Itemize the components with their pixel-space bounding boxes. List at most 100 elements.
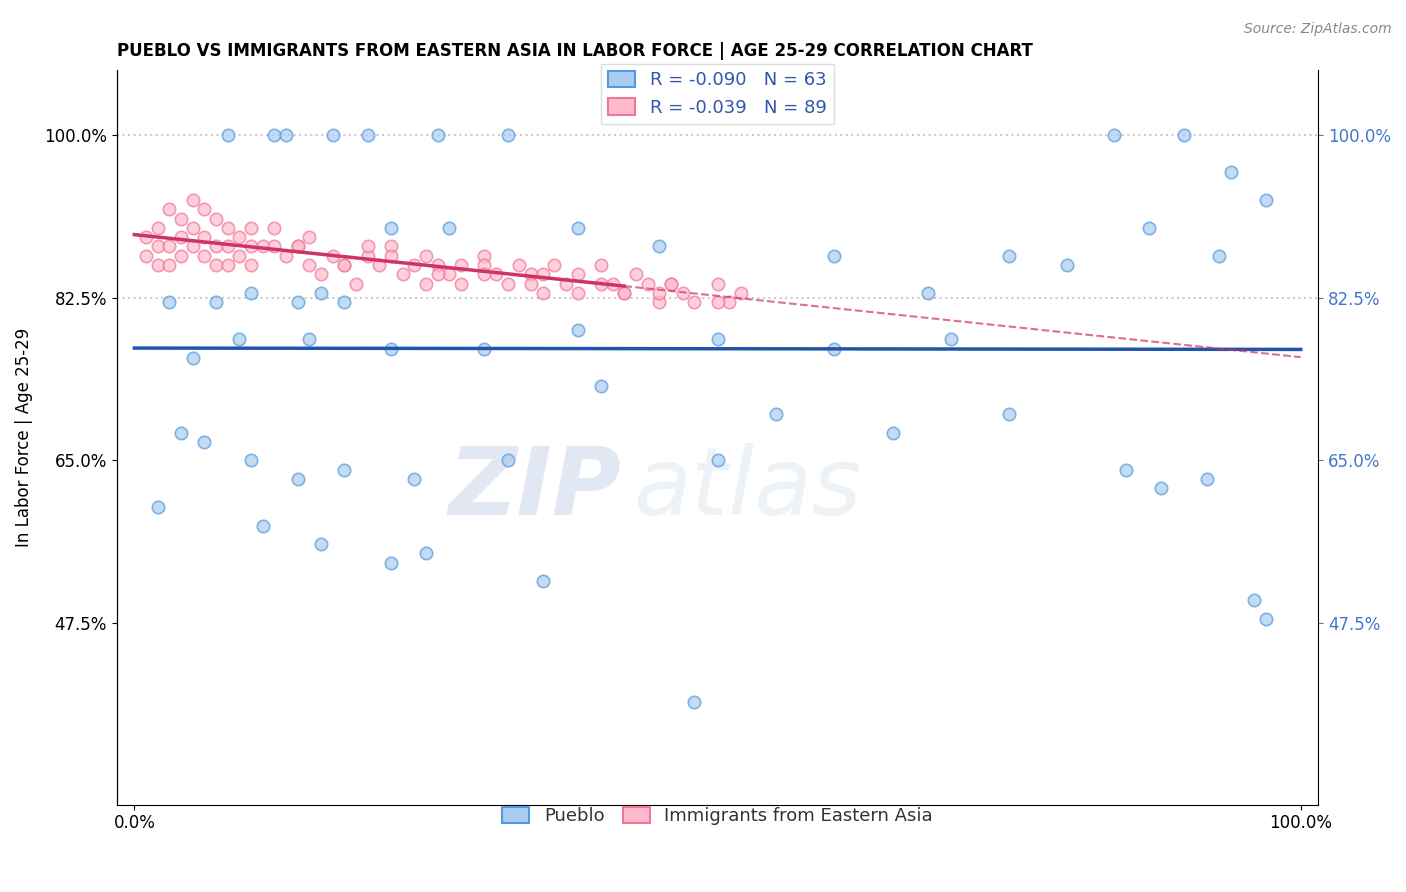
Point bbox=[531, 285, 554, 300]
Point bbox=[450, 277, 472, 291]
Point bbox=[240, 258, 263, 272]
Point bbox=[823, 249, 845, 263]
Point bbox=[287, 239, 309, 253]
Y-axis label: In Labor Force | Age 25-29: In Labor Force | Age 25-29 bbox=[15, 327, 32, 547]
Point bbox=[404, 472, 426, 486]
Point bbox=[135, 249, 157, 263]
Point bbox=[157, 295, 180, 310]
Point bbox=[659, 277, 682, 291]
Point bbox=[322, 249, 344, 263]
Point bbox=[917, 285, 939, 300]
Point bbox=[205, 239, 228, 253]
Point bbox=[415, 546, 437, 560]
Point bbox=[1173, 128, 1195, 142]
Point bbox=[426, 258, 449, 272]
Point bbox=[240, 285, 263, 300]
Point bbox=[228, 333, 250, 347]
Point bbox=[240, 239, 263, 253]
Point bbox=[472, 249, 495, 263]
Point bbox=[333, 463, 356, 477]
Point bbox=[472, 258, 495, 272]
Point bbox=[298, 333, 321, 347]
Point bbox=[1115, 463, 1137, 477]
Point bbox=[718, 295, 741, 310]
Point bbox=[274, 128, 297, 142]
Point bbox=[602, 277, 624, 291]
Point bbox=[205, 258, 228, 272]
Point bbox=[170, 249, 193, 263]
Point bbox=[287, 295, 309, 310]
Point bbox=[520, 277, 543, 291]
Point bbox=[274, 249, 297, 263]
Point bbox=[287, 239, 309, 253]
Point bbox=[205, 295, 228, 310]
Point bbox=[217, 239, 239, 253]
Point bbox=[531, 574, 554, 589]
Point bbox=[356, 249, 378, 263]
Point bbox=[298, 230, 321, 244]
Point bbox=[706, 277, 728, 291]
Text: ZIP: ZIP bbox=[449, 442, 621, 534]
Point bbox=[472, 342, 495, 356]
Point bbox=[1208, 249, 1230, 263]
Point bbox=[589, 258, 612, 272]
Point bbox=[287, 472, 309, 486]
Point bbox=[193, 249, 215, 263]
Point bbox=[1254, 193, 1277, 207]
Point bbox=[157, 258, 180, 272]
Point bbox=[170, 230, 193, 244]
Point bbox=[1102, 128, 1125, 142]
Point bbox=[683, 695, 706, 709]
Point bbox=[157, 239, 180, 253]
Point bbox=[648, 295, 671, 310]
Point bbox=[567, 323, 589, 337]
Point bbox=[624, 268, 647, 282]
Point bbox=[380, 249, 402, 263]
Point bbox=[193, 230, 215, 244]
Point bbox=[415, 277, 437, 291]
Point bbox=[659, 277, 682, 291]
Point bbox=[496, 277, 519, 291]
Point bbox=[939, 333, 962, 347]
Point bbox=[333, 258, 356, 272]
Point bbox=[706, 333, 728, 347]
Point bbox=[193, 434, 215, 449]
Point bbox=[706, 453, 728, 467]
Point bbox=[472, 268, 495, 282]
Point bbox=[555, 277, 578, 291]
Point bbox=[671, 285, 693, 300]
Point bbox=[613, 285, 636, 300]
Point bbox=[730, 285, 752, 300]
Point bbox=[426, 128, 449, 142]
Point bbox=[146, 239, 169, 253]
Point bbox=[181, 239, 204, 253]
Point bbox=[181, 220, 204, 235]
Point bbox=[217, 128, 239, 142]
Point bbox=[613, 285, 636, 300]
Point bbox=[508, 258, 530, 272]
Point bbox=[439, 268, 461, 282]
Point bbox=[765, 407, 787, 421]
Point bbox=[1150, 481, 1173, 495]
Text: Source: ZipAtlas.com: Source: ZipAtlas.com bbox=[1244, 22, 1392, 37]
Point bbox=[228, 249, 250, 263]
Point bbox=[368, 258, 391, 272]
Point bbox=[356, 128, 378, 142]
Point bbox=[228, 230, 250, 244]
Point bbox=[380, 556, 402, 570]
Point bbox=[589, 379, 612, 393]
Point bbox=[1254, 611, 1277, 625]
Point bbox=[263, 128, 285, 142]
Point bbox=[404, 258, 426, 272]
Point bbox=[531, 268, 554, 282]
Point bbox=[263, 239, 285, 253]
Point bbox=[998, 407, 1021, 421]
Point bbox=[333, 295, 356, 310]
Point bbox=[520, 268, 543, 282]
Point bbox=[567, 268, 589, 282]
Point bbox=[146, 220, 169, 235]
Point bbox=[1056, 258, 1078, 272]
Point bbox=[217, 220, 239, 235]
Point bbox=[543, 258, 565, 272]
Point bbox=[170, 211, 193, 226]
